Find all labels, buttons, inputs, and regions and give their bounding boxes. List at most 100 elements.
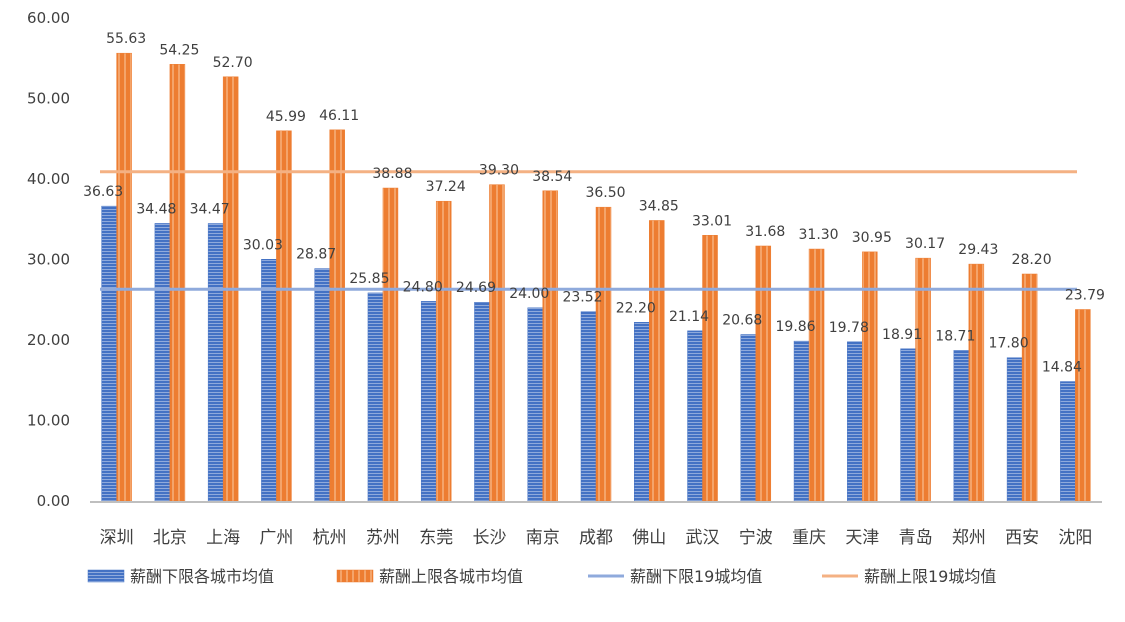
bar-upper: [276, 130, 292, 502]
bar-lower: [634, 322, 650, 502]
data-label-lower: 19.86: [776, 319, 816, 335]
data-label-upper: 23.79: [1065, 287, 1105, 303]
legend-swatch: [87, 569, 125, 583]
category-label: 广州: [259, 528, 293, 548]
data-label-upper: 52.70: [213, 55, 253, 71]
y-tick-label: 40.00: [27, 170, 70, 188]
y-tick-label: 10.00: [27, 412, 70, 430]
data-label-lower: 25.85: [349, 271, 389, 287]
category-label: 杭州: [313, 528, 347, 548]
data-label-upper: 30.17: [905, 236, 945, 252]
category-label: 长沙: [472, 528, 506, 548]
bar-lower: [793, 340, 810, 502]
legend-item: 薪酬下限19城均值: [588, 567, 762, 586]
bar-upper: [116, 52, 132, 502]
data-label-lower: 21.14: [669, 309, 709, 325]
bar-lower: [740, 334, 757, 502]
data-label-lower: 23.52: [562, 290, 602, 306]
category-label: 苏州: [366, 528, 400, 548]
legend-item: 薪酬上限各城市均值: [336, 567, 523, 586]
y-tick-label: 0.00: [37, 492, 70, 510]
bar-lower: [953, 350, 970, 502]
legend-item: 薪酬上限19城均值: [822, 567, 996, 586]
bar-lower: [847, 341, 863, 502]
data-label-upper: 28.20: [1012, 252, 1052, 268]
data-label-lower: 34.48: [136, 201, 176, 217]
reference-lines: [100, 170, 1077, 291]
data-label-upper: 31.30: [799, 227, 839, 243]
bar-lower: [1006, 357, 1023, 502]
bar-upper: [595, 206, 612, 502]
data-label-lower: 20.68: [722, 313, 762, 329]
bar-upper: [649, 220, 665, 502]
bar-lower: [154, 223, 171, 502]
data-label-lower: 18.91: [882, 327, 922, 343]
bar-lower: [687, 330, 703, 502]
category-label: 沈阳: [1058, 528, 1092, 548]
category-label: 成都: [579, 528, 613, 548]
bar-lower: [900, 348, 916, 502]
bar-upper: [1075, 309, 1091, 502]
data-label-lower: 34.47: [190, 202, 230, 218]
bar-upper: [1021, 273, 1038, 502]
x-axis-category-labels: 深圳 北京 上海 广州 杭州 苏州 东莞 长沙 南京 成都 佛山 武汉 宁波 重庆 天津 青岛 郑州 西安 沈阳: [100, 528, 1093, 548]
data-label-upper: 38.54: [532, 169, 572, 185]
category-label: 上海: [206, 528, 240, 548]
category-label: 郑州: [952, 528, 986, 548]
data-label-lower: 30.03: [243, 237, 283, 253]
category-label: 深圳: [100, 528, 134, 548]
data-label-upper: 31.68: [745, 224, 785, 240]
y-axis-ticks: 0.00 10.00 20.00 30.00 40.00 50.00 60.00: [27, 9, 70, 510]
legend-label: 薪酬上限19城均值: [864, 567, 996, 586]
data-label-lower: 18.71: [935, 328, 975, 344]
legend-item: 薪酬下限各城市均值: [87, 567, 274, 586]
bar-upper: [329, 129, 345, 502]
bar-upper: [489, 184, 505, 502]
data-label-upper: 39.30: [479, 163, 519, 179]
data-label-lower: 28.87: [296, 247, 336, 263]
legend-label: 薪酬下限19城均值: [630, 567, 762, 586]
data-label-upper: 45.99: [266, 109, 306, 125]
data-label-upper: 55.63: [106, 31, 146, 47]
data-label-lower: 36.63: [83, 184, 123, 200]
category-label: 南京: [526, 528, 560, 548]
category-label: 东莞: [419, 528, 453, 548]
bar-lower: [420, 301, 437, 502]
bar-lower: [474, 301, 490, 502]
category-label: 青岛: [899, 528, 933, 548]
bar-lower: [261, 259, 277, 502]
bar-upper: [382, 187, 399, 502]
bar-lower: [207, 223, 224, 502]
y-tick-label: 20.00: [27, 331, 70, 349]
y-tick-label: 50.00: [27, 90, 70, 108]
data-label-lower: 22.20: [616, 300, 656, 316]
category-label: 武汉: [686, 528, 720, 548]
bar-lower: [314, 268, 330, 502]
y-tick-label: 30.00: [27, 251, 70, 269]
bar-upper: [169, 64, 186, 502]
bar-upper: [435, 200, 452, 502]
bar-lower: [527, 307, 543, 502]
category-label: 北京: [153, 528, 187, 548]
data-label-upper: 30.95: [852, 230, 892, 246]
category-label: 天津: [845, 528, 879, 548]
data-label-lower: 24.69: [456, 280, 496, 296]
bar-upper: [915, 257, 931, 502]
bar-series: [101, 52, 1091, 502]
data-label-lower: 24.00: [509, 286, 549, 302]
data-label-upper: 38.88: [372, 166, 412, 182]
bar-lower: [101, 205, 117, 502]
category-label: 宁波: [739, 528, 773, 548]
data-label-lower: 24.80: [403, 279, 443, 295]
data-label-upper: 36.50: [585, 185, 625, 201]
category-label: 西安: [1005, 528, 1039, 548]
data-labels: 36.63 55.63 34.48 54.25 34.47 52.70 30.03 45.99…: [83, 31, 1105, 375]
data-label-lower: 14.84: [1042, 360, 1082, 376]
category-label: 重庆: [792, 528, 826, 548]
bar-upper: [542, 190, 558, 502]
legend-label: 薪酬上限各城市均值: [379, 567, 523, 586]
bar-upper: [702, 235, 718, 502]
category-label: 佛山: [632, 528, 666, 548]
